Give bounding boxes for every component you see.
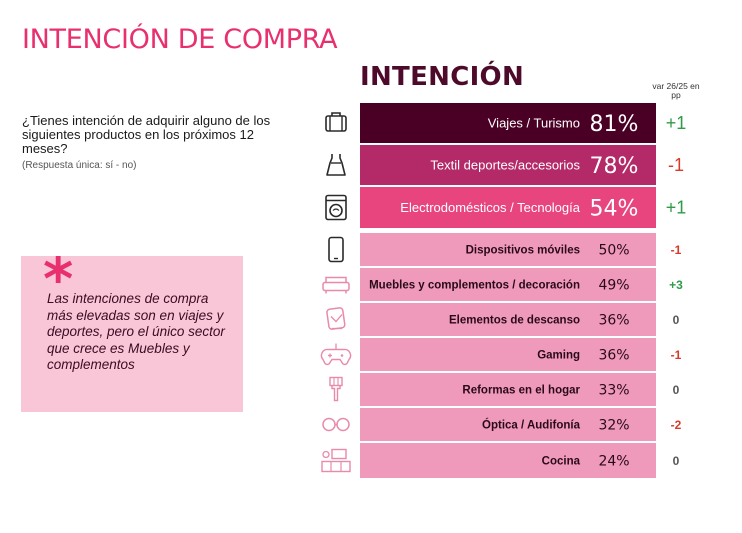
gamepad-icon bbox=[320, 343, 352, 366]
dress-icon bbox=[326, 154, 346, 176]
glasses-icon bbox=[322, 417, 350, 432]
survey-question-note: (Respuesta única: sí - no) bbox=[22, 160, 137, 171]
bar-4 bbox=[360, 233, 656, 266]
category-label: Electrodomésticos / Tecnología bbox=[400, 200, 580, 215]
value-label: 81% bbox=[590, 112, 639, 137]
pillow-icon bbox=[326, 307, 346, 330]
bar-9 bbox=[360, 408, 656, 441]
value-label: 49% bbox=[598, 278, 629, 294]
variation-label: -1 bbox=[671, 243, 682, 257]
category-label: Elementos de descanso bbox=[449, 315, 580, 327]
category-label: Reformas en el hogar bbox=[462, 385, 580, 397]
variation-label: -2 bbox=[671, 418, 682, 432]
value-label: 36% bbox=[598, 348, 629, 364]
value-label: 78% bbox=[590, 154, 639, 179]
bar-8 bbox=[360, 373, 656, 406]
variation-header: var 26/25 en pp bbox=[652, 81, 700, 100]
variation-label: +1 bbox=[666, 113, 687, 133]
chart-title: INTENCIÓN bbox=[360, 62, 525, 92]
category-label: Textil deportes/accesorios bbox=[430, 158, 580, 173]
value-label: 50% bbox=[598, 243, 629, 259]
washing-machine-icon bbox=[325, 194, 347, 221]
smartphone-icon bbox=[328, 236, 344, 263]
bar-10 bbox=[360, 443, 656, 478]
value-label: 24% bbox=[598, 454, 629, 470]
variation-label: -1 bbox=[671, 348, 682, 362]
insight-text: Las intenciones de compra más elevadas s… bbox=[47, 291, 225, 372]
bar-6 bbox=[360, 303, 656, 336]
bar-2 bbox=[360, 145, 656, 185]
variation-label: 0 bbox=[673, 383, 680, 397]
bar-3 bbox=[360, 187, 656, 228]
value-label: 54% bbox=[590, 197, 639, 222]
suitcase-icon bbox=[325, 112, 347, 132]
bar-5 bbox=[360, 268, 656, 301]
asterisk-icon: * bbox=[43, 245, 74, 313]
category-label: Viajes / Turismo bbox=[488, 116, 580, 131]
value-label: 36% bbox=[598, 313, 629, 329]
paintbrush-icon bbox=[329, 376, 343, 402]
variation-label: +1 bbox=[666, 198, 687, 218]
bar-7 bbox=[360, 338, 656, 371]
category-label: Cocina bbox=[542, 456, 581, 468]
bar-1 bbox=[360, 103, 656, 143]
variation-label: 0 bbox=[673, 454, 680, 468]
value-label: 32% bbox=[598, 418, 629, 434]
survey-question: ¿Tienes intención de adquirir alguno de … bbox=[22, 113, 271, 156]
insight-box: * Las intenciones de compra más elevadas… bbox=[21, 250, 243, 412]
variation-label: +3 bbox=[669, 278, 683, 292]
category-label: Muebles y complementos / decoración bbox=[369, 280, 580, 292]
page-title: INTENCIÓN DE COMPRA bbox=[22, 24, 338, 55]
variation-label: -1 bbox=[668, 155, 684, 175]
category-label: Óptica / Audifonía bbox=[482, 419, 581, 432]
category-label: Gaming bbox=[537, 350, 580, 362]
sofa-icon bbox=[322, 276, 350, 294]
category-label: Dispositivos móviles bbox=[466, 245, 580, 257]
value-label: 33% bbox=[598, 383, 629, 399]
variation-label: 0 bbox=[673, 313, 680, 327]
kitchen-icon bbox=[321, 448, 351, 473]
